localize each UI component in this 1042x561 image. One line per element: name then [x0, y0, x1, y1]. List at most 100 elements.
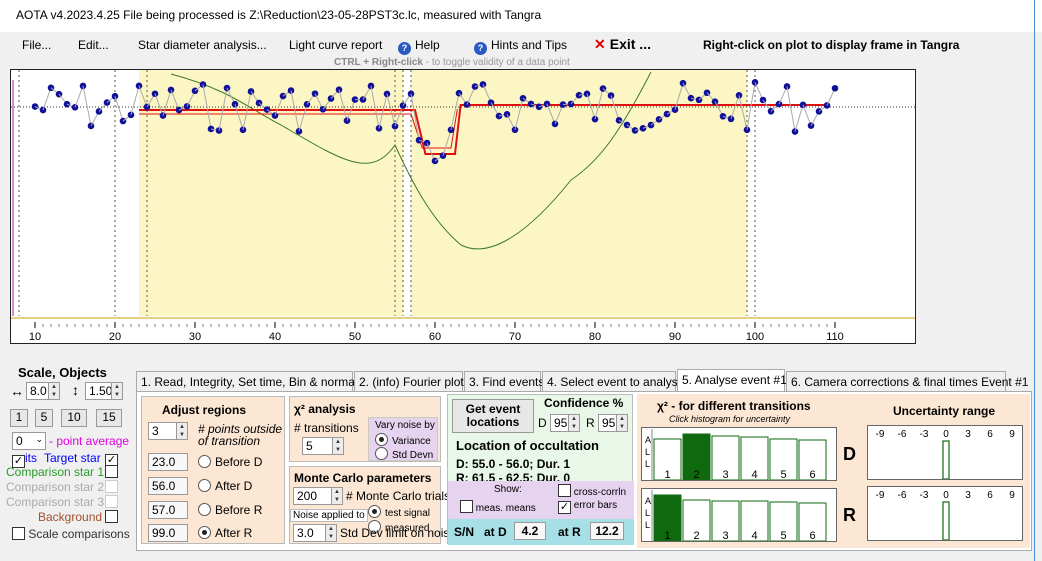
after-r-option[interactable]: After R — [198, 526, 252, 540]
measured-option[interactable]: measured — [368, 520, 429, 534]
avg-button-1[interactable]: 1 — [10, 409, 28, 427]
menu-file[interactable]: File... — [22, 38, 52, 52]
target-prefix-checkbox[interactable]: ✓ — [12, 455, 25, 468]
uncertainty-d-tick-label: 9 — [1009, 429, 1015, 440]
point-average-value: 0 — [16, 434, 23, 448]
horizontal-scale-input[interactable]: 8.0 ▲ ▼ — [26, 382, 60, 400]
tab-fourier[interactable]: 2. (info) Fourier plot — [354, 371, 464, 392]
close-icon: ✕ — [594, 36, 606, 52]
histogram-d-bin-label: 3 — [722, 469, 728, 480]
vertical-scale-input[interactable]: 1.50 ▲ ▼ — [85, 382, 123, 400]
target-prefix-label: its — [25, 451, 37, 465]
before-r-option[interactable]: Before R — [198, 503, 262, 517]
menu-exit[interactable]: ✕ Exit ... — [594, 36, 651, 53]
uncertainty-d-tick-label: -6 — [898, 429, 907, 440]
get-event-label-1: Get event — [465, 402, 521, 416]
variance-option[interactable]: Variance — [375, 433, 431, 447]
before-d-value[interactable]: 23.0 — [148, 453, 188, 471]
x-tick-label: 60 — [429, 331, 441, 343]
confidence-d-input[interactable]: 95 ▲ ▼ — [550, 414, 580, 432]
histogram-r-bar — [798, 502, 827, 542]
x-tick-label: 110 — [826, 331, 844, 343]
histogram-d-bar — [711, 435, 740, 481]
histogram-subtitle: Click histogram for uncertainty — [669, 414, 791, 424]
data-point — [39, 106, 47, 114]
stddevn-option[interactable]: Std Devn — [375, 447, 433, 461]
meas-means-option[interactable]: meas. means — [460, 500, 536, 514]
connector-line — [674, 83, 684, 110]
after-d-value[interactable]: 56.0 — [148, 477, 188, 495]
test-signal-option[interactable]: test signal — [368, 505, 430, 519]
after-r-value[interactable]: 99.0 — [148, 524, 188, 542]
scale-comparisons-row[interactable]: Scale comparisons — [12, 527, 130, 541]
tab-read[interactable]: 1. Read, Integrity, Set time, Bin & norm… — [136, 371, 373, 392]
spin-arrows-icon[interactable]: ▲ ▼ — [325, 525, 336, 541]
menu-edit[interactable]: Edit... — [78, 38, 109, 52]
background-checkbox[interactable] — [105, 510, 118, 524]
connector-line — [162, 89, 172, 116]
before-r-value[interactable]: 57.0 — [148, 501, 188, 519]
avg-button-5[interactable]: 5 — [35, 409, 53, 427]
avg-button-15[interactable]: 15 — [96, 409, 122, 427]
after-r-label: After R — [215, 526, 253, 540]
x-tick-label: 50 — [349, 331, 361, 343]
data-point — [687, 94, 695, 102]
chi-analysis-title: χ² analysis — [294, 402, 356, 416]
histogram-r-bin-label: 4 — [751, 530, 757, 541]
connector-line — [114, 96, 124, 122]
before-d-option[interactable]: Before D — [198, 455, 262, 469]
error-bars-option[interactable]: ✓ error bars — [558, 500, 617, 514]
light-curve-plot[interactable]: 10 20 30 40 50 60 70 80 90 100 110 — [10, 69, 916, 344]
uncertainty-title: Uncertainty range — [893, 404, 996, 418]
spin-arrows-icon[interactable]: ▲ ▼ — [616, 415, 627, 431]
transitions-input[interactable]: 5 ▲ ▼ — [302, 437, 344, 455]
scale-objects-title: Scale, Objects — [18, 365, 107, 380]
radio-selected-icon — [375, 433, 388, 446]
sn-group: S/N at D 4.2 at R 12.2 — [448, 519, 634, 545]
get-event-locations-button[interactable]: Get event locations — [452, 399, 534, 433]
tab-find-events[interactable]: 3. Find events — [464, 371, 544, 392]
scale-comparisons-checkbox[interactable] — [12, 527, 25, 540]
comp1-checkbox[interactable] — [105, 465, 118, 479]
cross-corr-option[interactable]: cross-corrln — [558, 484, 626, 498]
menu-hints[interactable]: ? Hints and Tips — [474, 38, 567, 55]
radio-icon — [375, 447, 388, 460]
tab-select-event[interactable]: 4. Select event to analyse — [542, 371, 684, 392]
avg-button-10[interactable]: 10 — [61, 409, 87, 427]
spin-arrows-icon[interactable]: ▲ ▼ — [568, 415, 579, 431]
show-label: Show: — [494, 484, 522, 495]
tab-analyse-event[interactable]: 5. Analyse event #1 — [677, 369, 787, 392]
spin-arrows-icon[interactable]: ▲ ▼ — [48, 383, 59, 399]
tab-camera-corrections[interactable]: 6. Camera corrections & final times Even… — [786, 371, 1028, 392]
x-tick-label: 80 — [589, 331, 601, 343]
comp2-checkbox[interactable] — [105, 480, 118, 494]
mc-trials-input[interactable]: 200 ▲ ▼ — [293, 487, 343, 505]
spin-arrows-icon[interactable]: ▲ ▼ — [332, 438, 343, 454]
variance-label: Variance — [392, 436, 431, 447]
confidence-r-input[interactable]: 95 ▲ ▼ — [598, 414, 628, 432]
points-outside-input[interactable]: 3 ▲ ▼ — [148, 422, 188, 440]
data-point — [631, 127, 639, 134]
point-average-select[interactable]: 0 ⌄ — [12, 432, 46, 450]
stddev-limit-input[interactable]: 3.0 ▲ ▼ — [293, 524, 337, 542]
menu-help[interactable]: ? Help — [398, 38, 440, 55]
menu-light-curve-report[interactable]: Light curve report — [289, 38, 383, 52]
comp3-checkbox[interactable] — [105, 495, 118, 509]
spin-arrows-icon[interactable]: ▲ ▼ — [331, 488, 342, 504]
checkbox-box — [105, 510, 118, 523]
spin-arrows-icon[interactable]: ▲ ▼ — [111, 383, 122, 399]
connector-line — [802, 104, 812, 126]
plot-canvas[interactable]: 10 20 30 40 50 60 70 80 90 100 110 — [11, 70, 915, 343]
spin-arrows-icon[interactable]: ▲ ▼ — [176, 423, 187, 439]
after-d-option[interactable]: After D — [198, 479, 252, 493]
menu-star-diameter[interactable]: Star diameter analysis... — [138, 38, 267, 52]
checkbox-box — [105, 495, 118, 508]
histogram-r-bar — [740, 500, 769, 542]
x-tick-label: 70 — [509, 331, 521, 343]
data-point — [207, 125, 215, 133]
histogram-r-side-letter: L — [645, 508, 650, 518]
